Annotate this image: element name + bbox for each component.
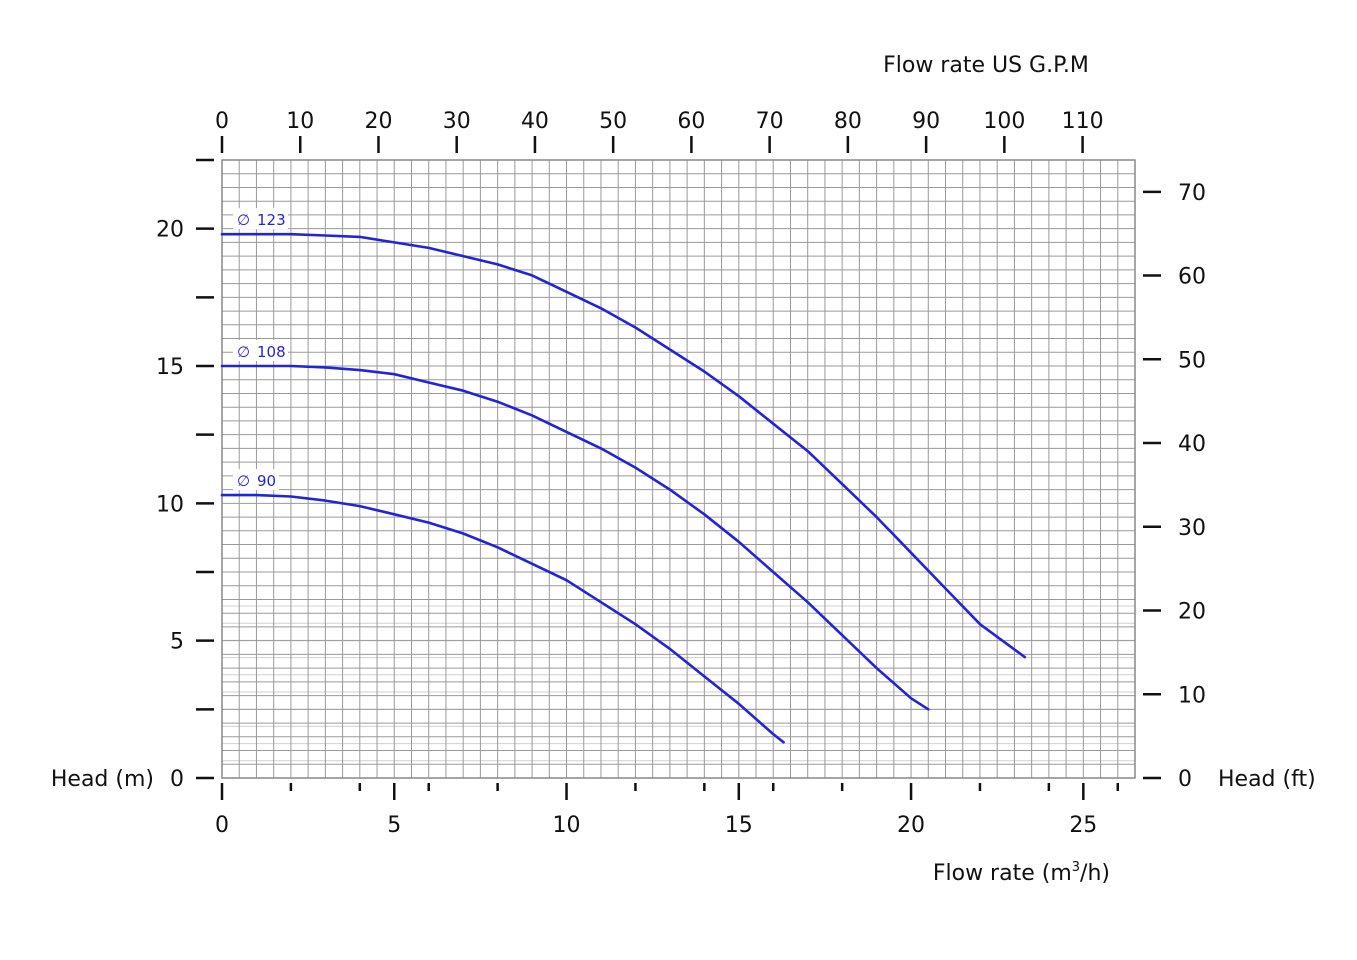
top-axis-tick-label: 60 [677, 109, 705, 134]
curve-label: 123 [257, 211, 286, 229]
curve-line [220, 364, 930, 711]
right-axis-tick-label: 0 [1178, 767, 1192, 792]
bottom-axis-tick-label: 10 [553, 813, 581, 838]
bottom-axis-tick-label: 0 [215, 813, 229, 838]
curve-label-background [233, 208, 288, 230]
curve-line [220, 493, 785, 744]
plot-area [222, 160, 1135, 778]
left-axis-title: Head (m) [51, 767, 154, 792]
bottom-axis-title: Flow rate (m3/h) [933, 860, 1110, 886]
bottom-axis-tick-label: 20 [897, 813, 925, 838]
top-axis-tick-label: 70 [756, 109, 784, 134]
top-axis-tick-label: 10 [286, 109, 314, 134]
top-axis-tick-label: 20 [364, 109, 392, 134]
bottom-axis-tick-label: 5 [387, 813, 401, 838]
bottom-axis-title-sup: 3 [1072, 860, 1080, 875]
top-axis-tick-label: 80 [834, 109, 862, 134]
top-axis-tick-label: 0 [215, 109, 229, 134]
top-axis-tick-label: 110 [1062, 109, 1104, 134]
left-axis-tick-label: 20 [156, 218, 184, 243]
left-axis-tick-label: 10 [156, 492, 184, 517]
right-axis-title: Head (ft) [1218, 767, 1316, 792]
right-axis-tick-label: 60 [1178, 265, 1206, 290]
plot-border [221, 159, 1136, 779]
left-axis-tick-label: 0 [170, 767, 184, 792]
left-axis-tick-label: 5 [170, 630, 184, 655]
diameter-symbol-icon: ∅ [237, 211, 250, 229]
curve-label: 90 [257, 472, 276, 490]
axes: 0 5 10 15 20 0 10 20 30 40 50 60 70 0 5 10 15 20 25 0 10 20 30… [156, 109, 1206, 838]
diameter-symbol-icon: ∅ [237, 472, 250, 490]
right-axis-tick-label: 30 [1178, 516, 1206, 541]
curve-label: 108 [257, 343, 286, 361]
right-axis-tick-label: 70 [1178, 181, 1206, 206]
top-axis-tick-label: 100 [983, 109, 1025, 134]
right-axis-tick-label: 50 [1178, 348, 1206, 373]
curve-label-background [233, 340, 288, 361]
right-axis-tick-label: 20 [1178, 600, 1206, 625]
top-axis-tick-label: 40 [521, 109, 549, 134]
grid [221, 159, 1136, 779]
curve-line [220, 232, 1027, 659]
top-axis-tick-label: 90 [912, 109, 940, 134]
bottom-axis-tick-label: 25 [1069, 813, 1097, 838]
bottom-axis-title-suffix: /h) [1080, 861, 1110, 886]
right-axis-tick-label: 40 [1178, 432, 1206, 457]
top-axis-title: Flow rate US G.P.M [883, 53, 1089, 78]
curve-label-background [233, 469, 279, 491]
bottom-axis-title-prefix: Flow rate (m [933, 861, 1072, 886]
bottom-axis-tick-label: 15 [725, 813, 753, 838]
top-axis-tick-label: 50 [599, 109, 627, 134]
top-axis-tick-label: 30 [443, 109, 471, 134]
diameter-symbol-icon: ∅ [237, 343, 250, 361]
right-axis-tick-label: 10 [1178, 683, 1206, 708]
left-axis-tick-label: 15 [156, 355, 184, 380]
curves: ∅ 123 ∅ 108 ∅ 90 [220, 208, 1027, 744]
